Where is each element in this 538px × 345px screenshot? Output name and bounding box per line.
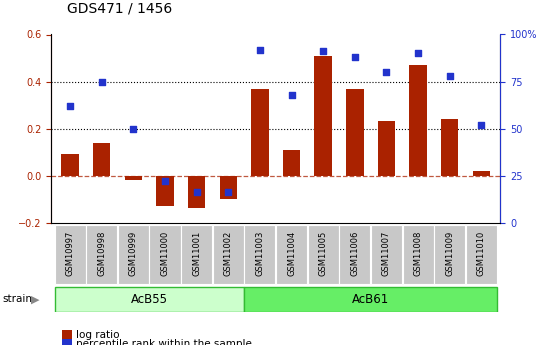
Text: GSM11006: GSM11006: [350, 230, 359, 276]
FancyBboxPatch shape: [466, 226, 497, 284]
Point: [256, 47, 264, 52]
Text: GSM10998: GSM10998: [97, 230, 106, 276]
Bar: [441, 119, 458, 176]
Bar: [188, 176, 206, 208]
FancyBboxPatch shape: [371, 226, 402, 284]
Point: [319, 49, 328, 54]
Text: ▶: ▶: [31, 294, 40, 304]
Text: GSM11008: GSM11008: [414, 230, 422, 276]
Bar: [220, 176, 237, 199]
FancyBboxPatch shape: [118, 226, 149, 284]
Text: GSM10999: GSM10999: [129, 230, 138, 276]
Point: [351, 54, 359, 60]
Point: [192, 190, 201, 195]
FancyBboxPatch shape: [181, 226, 212, 284]
Bar: [473, 171, 490, 176]
FancyBboxPatch shape: [276, 226, 307, 284]
FancyBboxPatch shape: [434, 226, 465, 284]
Text: log ratio: log ratio: [76, 330, 119, 340]
Point: [382, 69, 391, 75]
Bar: [93, 142, 110, 176]
Bar: [378, 121, 395, 176]
Text: GSM11005: GSM11005: [318, 230, 328, 276]
Bar: [315, 56, 332, 176]
Point: [445, 73, 454, 79]
FancyBboxPatch shape: [213, 226, 244, 284]
FancyBboxPatch shape: [150, 226, 181, 284]
Text: GSM10997: GSM10997: [66, 230, 75, 276]
Bar: [251, 89, 268, 176]
Bar: [61, 154, 79, 176]
Point: [66, 103, 74, 109]
Text: GSM11001: GSM11001: [192, 230, 201, 276]
Point: [414, 50, 422, 56]
Text: GSM11009: GSM11009: [445, 230, 454, 276]
Bar: [157, 176, 174, 206]
Point: [224, 190, 232, 195]
Point: [97, 79, 106, 84]
FancyBboxPatch shape: [308, 226, 339, 284]
FancyBboxPatch shape: [86, 226, 117, 284]
FancyBboxPatch shape: [402, 226, 434, 284]
Point: [477, 122, 486, 128]
Text: GSM11004: GSM11004: [287, 230, 296, 276]
Text: GSM11010: GSM11010: [477, 230, 486, 276]
FancyBboxPatch shape: [54, 226, 86, 284]
FancyBboxPatch shape: [244, 287, 497, 312]
Text: GSM11002: GSM11002: [224, 230, 233, 276]
Text: GSM11007: GSM11007: [382, 230, 391, 276]
Bar: [346, 89, 364, 176]
Text: AcB55: AcB55: [131, 293, 168, 306]
Point: [287, 92, 296, 97]
Text: AcB61: AcB61: [352, 293, 390, 306]
Bar: [409, 65, 427, 176]
FancyBboxPatch shape: [244, 226, 275, 284]
FancyBboxPatch shape: [339, 226, 370, 284]
Text: GDS471 / 1456: GDS471 / 1456: [67, 1, 173, 16]
Bar: [125, 176, 142, 180]
FancyBboxPatch shape: [54, 287, 244, 312]
Text: strain: strain: [3, 294, 33, 304]
Point: [129, 126, 138, 131]
Text: GSM11000: GSM11000: [160, 230, 169, 276]
Text: percentile rank within the sample: percentile rank within the sample: [76, 338, 252, 345]
Text: GSM11003: GSM11003: [256, 230, 264, 276]
Point: [161, 178, 169, 184]
Bar: [283, 150, 300, 176]
